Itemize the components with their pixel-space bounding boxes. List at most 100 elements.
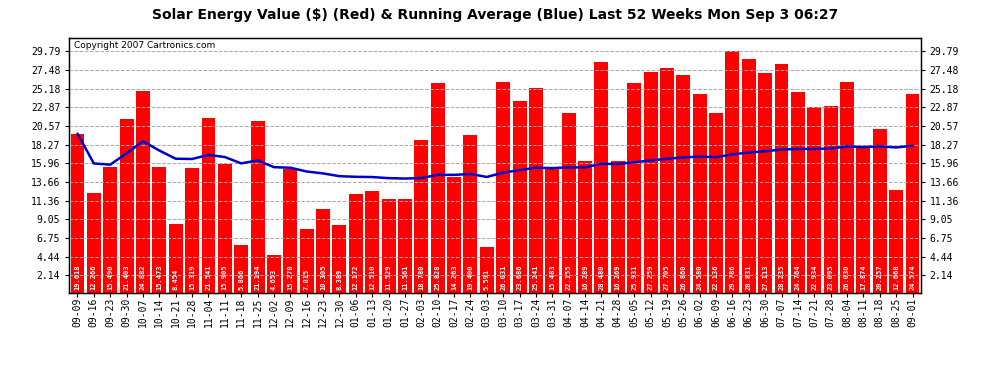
Text: 23.095: 23.095 [828,265,834,290]
Text: 4.653: 4.653 [271,269,277,290]
Bar [758,73,772,292]
Bar [709,113,723,292]
Bar [218,164,232,292]
Bar [545,167,559,292]
Bar [398,199,412,292]
Bar [676,75,690,292]
Bar [333,225,346,292]
Text: 29.786: 29.786 [730,265,736,290]
Text: 8.389: 8.389 [337,269,343,290]
Bar [791,92,805,292]
Text: 26.030: 26.030 [844,265,850,290]
Text: 5.591: 5.591 [484,269,490,290]
Bar [774,64,788,292]
Bar [660,68,674,292]
Text: 23.686: 23.686 [517,265,523,290]
Bar [628,82,642,292]
Text: 15.473: 15.473 [156,265,162,290]
Text: 7.815: 7.815 [304,269,310,290]
Text: 5.866: 5.866 [239,269,245,290]
Bar [202,118,216,292]
Text: 19.400: 19.400 [467,265,473,290]
Bar [431,83,445,292]
Text: 12.172: 12.172 [352,265,358,290]
Bar [561,113,575,292]
Bar [856,148,870,292]
Text: 27.259: 27.259 [647,265,653,290]
Text: 22.136: 22.136 [713,265,719,290]
Bar [447,177,461,292]
Bar [824,105,838,292]
Text: 24.580: 24.580 [697,265,703,290]
Bar [463,135,477,292]
Text: 26.860: 26.860 [680,265,686,290]
Text: 21.194: 21.194 [254,265,260,290]
Text: 15.319: 15.319 [189,265,195,290]
Bar [611,161,625,292]
Bar [120,119,134,292]
Bar [415,141,429,292]
Text: 15.905: 15.905 [222,265,228,290]
Text: 12.668: 12.668 [893,265,899,290]
Bar [693,93,707,292]
Bar [496,82,510,292]
Bar [594,62,609,292]
Bar [250,121,264,292]
Text: 25.241: 25.241 [533,265,539,290]
Bar [267,255,281,292]
Bar [152,167,166,292]
Text: Copyright 2007 Cartronics.com: Copyright 2007 Cartronics.com [73,41,215,50]
Text: 17.874: 17.874 [860,265,866,290]
Text: 28.831: 28.831 [745,265,751,290]
Text: 27.705: 27.705 [664,265,670,290]
Text: 14.263: 14.263 [451,265,457,290]
Bar [889,190,903,292]
Text: 11.561: 11.561 [402,265,408,290]
Text: 25.931: 25.931 [632,265,638,290]
Text: 26.031: 26.031 [500,265,506,290]
Bar [726,51,740,292]
Text: 16.289: 16.289 [582,265,588,290]
Bar [513,101,527,292]
Text: 24.882: 24.882 [140,265,146,290]
Bar [348,194,362,292]
Bar [70,134,84,292]
Bar [283,169,297,292]
Text: 27.113: 27.113 [762,265,768,290]
Bar [578,160,592,292]
Text: 10.305: 10.305 [320,265,326,290]
Bar [87,193,101,292]
Text: 24.574: 24.574 [910,265,916,290]
Bar [381,199,396,292]
Bar [185,168,199,292]
Bar [906,94,920,292]
Bar [644,72,657,292]
Text: 21.403: 21.403 [124,265,130,290]
Text: 11.529: 11.529 [385,265,392,290]
Text: 22.934: 22.934 [811,265,818,290]
Text: 12.266: 12.266 [91,265,97,290]
Bar [136,91,149,292]
Text: Solar Energy Value ($) (Red) & Running Average (Blue) Last 52 Weeks Mon Sep 3 06: Solar Energy Value ($) (Red) & Running A… [151,8,839,21]
Text: 12.510: 12.510 [369,265,375,290]
Bar [480,247,494,292]
Text: 21.541: 21.541 [206,265,212,290]
Text: 19.618: 19.618 [74,265,80,290]
Bar [841,82,854,292]
Text: 8.454: 8.454 [172,269,179,290]
Text: 22.155: 22.155 [565,265,571,290]
Bar [300,229,314,292]
Bar [235,245,248,292]
Bar [316,209,330,292]
Bar [873,129,887,292]
Bar [365,191,379,292]
Text: 15.490: 15.490 [107,265,113,290]
Text: 15.278: 15.278 [287,265,293,290]
Text: 20.257: 20.257 [877,265,883,290]
Text: 24.764: 24.764 [795,265,801,290]
Bar [742,59,755,292]
Text: 28.480: 28.480 [598,265,605,290]
Text: 18.780: 18.780 [419,265,425,290]
Bar [529,88,543,292]
Text: 25.828: 25.828 [435,265,441,290]
